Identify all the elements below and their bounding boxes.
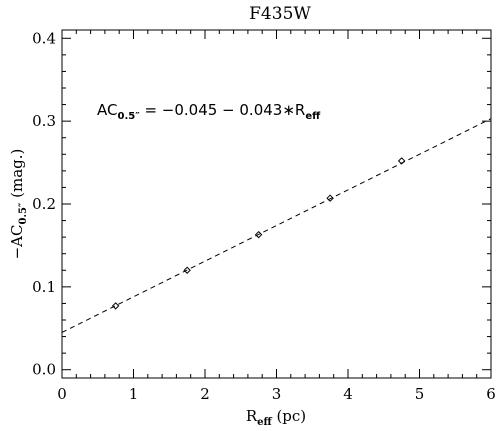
x-axis-label-sub: eff (257, 417, 272, 428)
data-points (111, 157, 406, 310)
y-tick-label: 0.4 (32, 29, 56, 47)
x-tick-label: 4 (343, 385, 353, 403)
fit-equation-lhs: AC (97, 101, 117, 119)
fit-line (61, 118, 492, 333)
data-point (183, 266, 191, 274)
x-tick-label: 3 (272, 385, 282, 403)
data-point (397, 157, 406, 165)
data-point (326, 194, 334, 202)
x-tick-label: 6 (486, 385, 496, 403)
fit-equation: AC0.5″ = −0.045 − 0.043∗Reff (97, 101, 321, 122)
x-tick-label: 1 (129, 385, 139, 403)
y-tick-label: 0.1 (32, 278, 56, 296)
fit-equation-lhs-sub: 0.5″ (117, 111, 140, 122)
x-axis-label-main: R (246, 407, 258, 425)
y-axis-label: −AC0.5″ (mag.) (8, 149, 29, 260)
y-axis-label-prefix: −AC (8, 225, 26, 260)
y-tick-label: 0.3 (32, 112, 56, 130)
x-tick-label: 2 (200, 385, 210, 403)
x-tick-label: 5 (415, 385, 425, 403)
fit-equation-rhs-sub: eff (305, 111, 321, 122)
y-axis-label-sub: 0.5″ (18, 202, 29, 224)
axis-ticks (61, 30, 492, 378)
data-point (254, 230, 263, 239)
y-tick-label: 0.0 (32, 361, 56, 379)
plot-frame (61, 29, 492, 379)
y-tick-label: 0.2 (32, 195, 56, 213)
chart-title: F435W (249, 4, 311, 24)
x-axis-label: Reff (pc) (246, 407, 306, 428)
data-point (111, 302, 120, 310)
axis-tick-labels: 0 1 2 3 4 5 6 0.0 0.1 0.2 0.3 0.4 (32, 29, 496, 403)
y-axis-label-suffix: (mag.) (8, 149, 26, 203)
fit-equation-rhs: = −0.045 − 0.043∗R (140, 101, 306, 119)
x-axis-label-suffix: (pc) (272, 407, 306, 425)
x-tick-label: 0 (57, 385, 67, 403)
